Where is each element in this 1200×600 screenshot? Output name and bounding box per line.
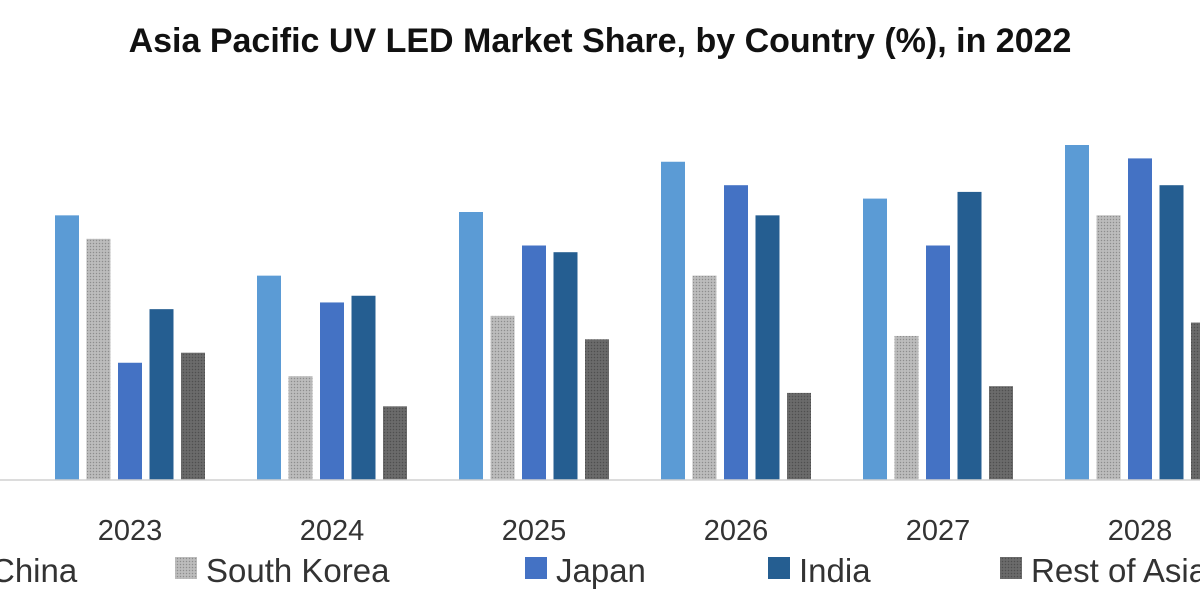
bar-china-2028 — [1065, 145, 1089, 480]
bar-india-2028 — [1159, 185, 1184, 480]
x-tick-label: 2027 — [906, 515, 971, 547]
bar-rest-of-asia-2025 — [585, 339, 609, 480]
bar-japan-2028 — [1128, 158, 1152, 480]
bar-india-2026 — [755, 215, 780, 480]
legend-swatch-south-korea — [175, 557, 197, 579]
x-tick-label: 2024 — [300, 515, 365, 547]
bar-japan-2025 — [522, 245, 546, 480]
bar-india-2024 — [351, 295, 376, 480]
legend-label-rest-of-asia: Rest of Asia — [1031, 552, 1200, 589]
bar-south-korea-2026 — [692, 275, 717, 480]
bar-rest-of-asia-2027 — [989, 386, 1013, 480]
bar-south-korea-2027 — [894, 335, 919, 480]
x-tick-label: 2023 — [98, 515, 163, 547]
bar-south-korea-2023 — [86, 238, 111, 480]
bar-rest-of-asia-2028 — [1191, 322, 1200, 480]
bar-china-2026 — [661, 161, 685, 480]
legend-swatch-japan — [525, 557, 547, 579]
bar-india-2027 — [957, 191, 982, 480]
bar-china-2027 — [863, 198, 887, 480]
bar-japan-2023 — [118, 362, 142, 480]
bar-japan-2026 — [724, 185, 748, 480]
bar-rest-of-asia-2024 — [383, 406, 407, 480]
bar-rest-of-asia-2023 — [181, 352, 205, 480]
bar-south-korea-2025 — [490, 315, 515, 480]
bar-south-korea-2024 — [288, 376, 313, 480]
bar-china-2025 — [459, 212, 483, 480]
bar-india-2023 — [149, 309, 174, 480]
bar-india-2025 — [553, 252, 578, 480]
bar-china-2023 — [55, 215, 79, 480]
bar-rest-of-asia-2026 — [787, 392, 811, 480]
legend-label-china: China — [0, 552, 78, 589]
legend-label-india: India — [799, 552, 871, 589]
legend-label-south-korea: South Korea — [206, 552, 390, 589]
bar-japan-2027 — [926, 245, 950, 480]
bars-group — [55, 145, 1200, 480]
bar-japan-2024 — [320, 302, 344, 480]
bar-south-korea-2028 — [1096, 215, 1121, 480]
legend-label-japan: Japan — [556, 552, 646, 589]
x-tick-label: 2028 — [1108, 515, 1173, 547]
x-tick-label: 2025 — [502, 515, 567, 547]
legend-swatch-rest-of-asia — [1000, 557, 1022, 579]
x-tick-label: 2026 — [704, 515, 769, 547]
legend: China South Korea Japan India Rest of Asia — [0, 552, 1200, 589]
x-tick-labels: 2023 2024 2025 2026 2027 2028 — [98, 515, 1173, 547]
bar-china-2024 — [257, 275, 281, 480]
legend-swatch-india — [768, 557, 790, 579]
chart-title: Asia Pacific UV LED Market Share, by Cou… — [128, 22, 1072, 60]
